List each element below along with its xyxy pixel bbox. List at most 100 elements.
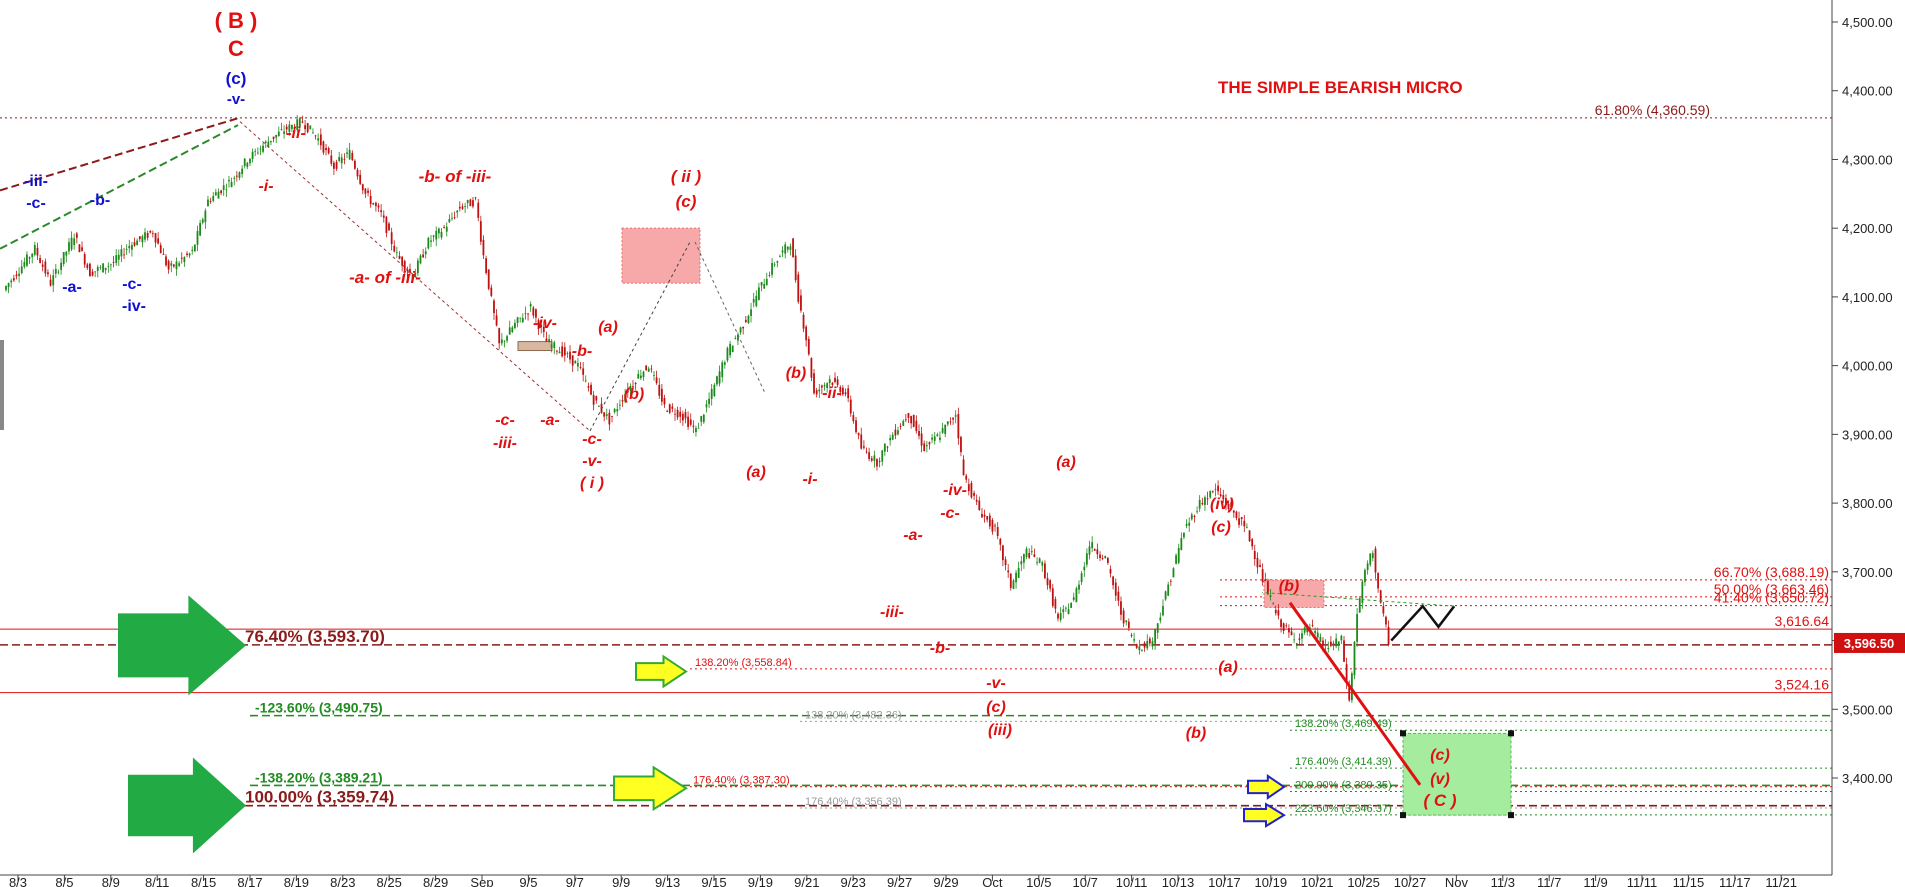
candle-body: [967, 484, 970, 492]
candle-body: [1282, 623, 1285, 631]
candle-body: [414, 272, 417, 278]
candle-body: [1062, 609, 1065, 613]
wave-label: -c-: [26, 195, 46, 212]
candle-body: [5, 286, 7, 291]
candle-body: [1198, 499, 1201, 509]
candle-body: [104, 267, 107, 271]
candle-body: [170, 263, 173, 266]
candle-body: [1020, 561, 1023, 565]
blue-arrow: [1243, 802, 1286, 828]
yellow-arrow: [635, 654, 688, 689]
chart-title: THE SIMPLE BEARISH MICRO: [1218, 78, 1463, 97]
candle-body: [91, 271, 94, 276]
candle-body: [1353, 641, 1356, 676]
candle-body: [1190, 514, 1193, 520]
candle-body: [556, 350, 558, 352]
candle-body: [243, 158, 246, 167]
wave-label: -b- of -iii-: [419, 167, 492, 186]
candle-body: [1364, 569, 1366, 583]
candle-body: [280, 129, 283, 130]
candle-body: [632, 386, 634, 388]
candle-body: [506, 336, 508, 341]
y-tick-label: 3,800.00: [1842, 496, 1893, 511]
candle-body: [367, 190, 369, 193]
candle-body: [94, 271, 97, 273]
candle-body: [988, 515, 991, 527]
candle-body: [750, 309, 752, 316]
candle-body: [1240, 517, 1243, 520]
candle-body: [642, 371, 645, 378]
fib-level-label: 176.40% (3,414.39): [1295, 756, 1392, 768]
candle-body: [999, 538, 1002, 545]
candle-body: [511, 327, 514, 333]
candle-body: [186, 253, 188, 256]
candle-body: [241, 168, 244, 175]
candle-body: [230, 181, 233, 187]
candle-body: [847, 388, 850, 399]
candle-body: [1356, 614, 1358, 642]
wave-label: -v-: [582, 453, 602, 470]
candle-body: [264, 141, 267, 144]
wave-label: -v-: [227, 91, 245, 108]
candle-body: [188, 253, 191, 256]
candle-body: [1196, 511, 1198, 513]
candle-body: [1225, 497, 1227, 505]
candle-body: [1162, 606, 1164, 616]
fib-level-label: 76.40% (3,593.70): [245, 627, 385, 646]
candle-body: [474, 197, 477, 199]
x-tick-label: 11/21: [1765, 875, 1797, 887]
wave-label: (a): [1056, 454, 1076, 471]
candle-body: [684, 412, 687, 419]
x-tick-label: 11/9: [1583, 875, 1607, 887]
candle-body: [836, 379, 839, 385]
candle-body: [779, 256, 781, 258]
candle-body: [1146, 641, 1149, 649]
wave-label: -iv-: [533, 315, 557, 332]
candle-body: [322, 141, 325, 153]
wave-label: -ii-: [822, 385, 842, 402]
wave-label: -ii-: [286, 125, 306, 142]
candle-body: [723, 362, 726, 365]
candle-body: [443, 226, 445, 228]
candle-body: [870, 458, 873, 461]
wave-label: -c-: [582, 431, 602, 448]
x-tick-label: 8/25: [377, 875, 402, 887]
candle-body: [941, 428, 944, 433]
trend-line: [0, 117, 239, 192]
candle-body: [356, 169, 359, 177]
fib-level-label: 50.00% (3,663.46): [1714, 581, 1829, 597]
candle-body: [831, 382, 834, 385]
candle-body: [430, 240, 432, 242]
candle-body: [456, 210, 459, 213]
candle-body: [1314, 630, 1317, 634]
candle-body: [36, 247, 39, 256]
wave-label: -iv-: [122, 298, 146, 315]
x-tick-label: 9/9: [612, 875, 630, 887]
candle-body: [1277, 610, 1280, 616]
candle-body: [1311, 625, 1314, 627]
candle-body: [1175, 555, 1177, 564]
candle-body: [584, 380, 587, 382]
candle-body: [283, 131, 285, 134]
candle-body: [605, 414, 608, 416]
candle-body: [440, 231, 443, 238]
b-wave-zone: [1263, 579, 1325, 609]
candle-body: [445, 226, 448, 232]
candle-body: [960, 436, 962, 453]
candle-body: [1251, 539, 1254, 547]
candle-body: [432, 235, 435, 237]
candle-body: [1332, 643, 1335, 645]
candle-body: [157, 238, 160, 244]
candle-body: [529, 304, 532, 307]
candle-body: [1322, 640, 1324, 645]
candle-body: [57, 271, 60, 273]
candle-body: [558, 351, 561, 354]
y-tick-label: 4,300.00: [1842, 152, 1893, 167]
candle-body: [713, 384, 716, 397]
candle-body: [1091, 542, 1094, 549]
candle-body: [626, 389, 629, 393]
candle-body: [348, 149, 351, 160]
candle-body: [865, 451, 868, 453]
candle-body: [634, 382, 637, 385]
candle-body: [144, 232, 146, 240]
